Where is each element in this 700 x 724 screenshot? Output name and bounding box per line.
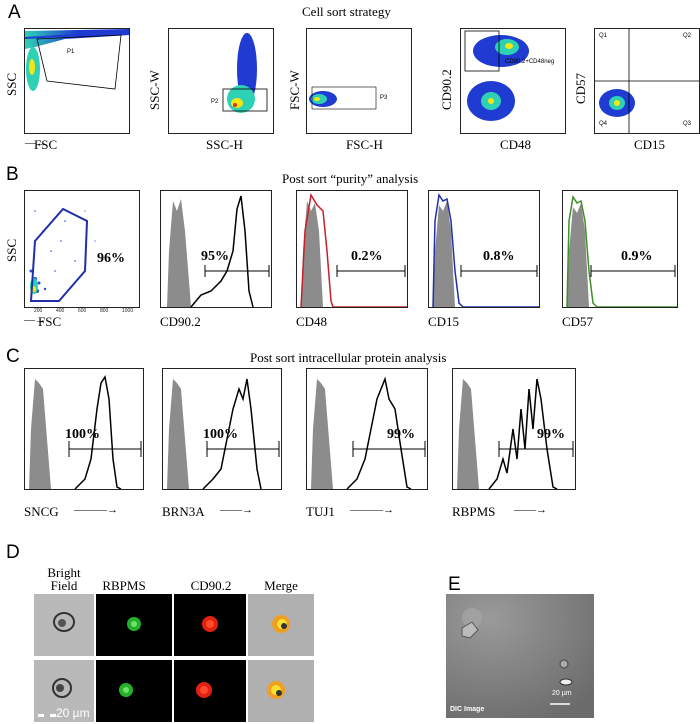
d-row2-cd902 bbox=[174, 660, 246, 722]
d-row1-rbpms bbox=[96, 594, 172, 656]
c2-x-arrow: ——→ bbox=[220, 504, 253, 516]
d-row1-cd902 bbox=[174, 594, 246, 656]
d-scalebar bbox=[38, 714, 56, 717]
b1-ylabel: SSC bbox=[4, 238, 19, 262]
d-col-brightfield: Bright Field bbox=[47, 565, 81, 593]
c4-histogram: 99% bbox=[452, 368, 576, 490]
d-row2-rbpms bbox=[96, 660, 172, 722]
a4-xlabel: CD48 bbox=[500, 137, 532, 152]
c4-x-arrow: ——→ bbox=[514, 504, 547, 516]
b3-histogram: 0.2% bbox=[296, 190, 408, 308]
a5-q2-label: Q2 bbox=[683, 33, 692, 39]
a1-ylabel: SSC bbox=[4, 72, 19, 96]
b2-histogram: 95% bbox=[160, 190, 272, 308]
b1-tick-3: 600 bbox=[78, 308, 87, 314]
a3-ylabel: FSC-W bbox=[287, 70, 302, 110]
b1-tick-5: 1000 bbox=[122, 308, 134, 314]
d-row1-brightfield bbox=[34, 594, 94, 656]
a2-ylabel: SSC-W bbox=[147, 70, 162, 110]
b2-xlabel: CD90.2 bbox=[160, 314, 201, 329]
e-scale-label: 20 µm bbox=[552, 690, 572, 697]
e-caption: DIC Image bbox=[450, 706, 485, 713]
a3-xlabel: FSC-H bbox=[346, 137, 383, 152]
panel-b-letter: B bbox=[6, 164, 19, 185]
e-dic-image: 20 µm DIC Image bbox=[446, 594, 594, 718]
a3-gate-label: P3 bbox=[380, 95, 388, 101]
a5-q3-label: Q3 bbox=[683, 121, 692, 127]
b5-percent: 0.9% bbox=[621, 249, 653, 264]
b1-scatter-plot: 96% bbox=[24, 190, 140, 308]
a5-xlabel: CD15 bbox=[634, 137, 666, 152]
d-row1-merge bbox=[248, 594, 314, 656]
c1-percent: 100% bbox=[65, 427, 100, 442]
b1-x-arrow: —→ bbox=[24, 314, 46, 326]
a1-scatter-plot: P1 bbox=[24, 28, 130, 134]
a5-ylabel: CD57 bbox=[573, 72, 588, 104]
d-col-merge: Merge bbox=[264, 578, 298, 593]
a5-q4-label: Q4 bbox=[599, 121, 608, 127]
panel-e-letter: E bbox=[448, 574, 461, 595]
c4-xlabel: RBPMS bbox=[452, 504, 496, 519]
a3-scatter-plot: P3 bbox=[306, 28, 412, 134]
d-row2-brightfield bbox=[34, 660, 94, 722]
a5-q1-label: Q1 bbox=[599, 33, 608, 39]
b2-hist-svg bbox=[167, 195, 270, 307]
a4-gate-label: CD90.2+CD48neg bbox=[505, 59, 555, 65]
panel-c-title: Post sort intracellular protein analysis bbox=[250, 350, 447, 365]
a4-scatter-plot: CD90.2+CD48neg bbox=[460, 28, 566, 134]
b1-xlabel: FSC bbox=[38, 314, 62, 329]
c1-histogram: 100% bbox=[24, 368, 144, 490]
c3-histogram: 99% bbox=[306, 368, 428, 490]
b4-xlabel: CD15 bbox=[428, 314, 460, 329]
c4-percent: 99% bbox=[537, 427, 565, 442]
c1-x-arrow: ———→ bbox=[74, 504, 118, 516]
b2-percent: 95% bbox=[201, 249, 229, 264]
b5-histogram: 0.9% bbox=[562, 190, 678, 308]
c3-xlabel: TUJ1 bbox=[306, 504, 335, 519]
b3-xlabel: CD48 bbox=[296, 314, 328, 329]
a2-xlabel: SSC-H bbox=[206, 137, 243, 152]
b3-percent: 0.2% bbox=[351, 249, 383, 264]
c2-xlabel: BRN3A bbox=[162, 504, 205, 519]
panel-a-title: Cell sort strategy bbox=[302, 4, 391, 19]
d-col-cd902: CD90.2 bbox=[190, 578, 232, 593]
a1-xlabel: FSC bbox=[34, 137, 58, 152]
panel-d-letter: D bbox=[6, 542, 20, 563]
b1-percent: 96% bbox=[97, 251, 125, 266]
b1-tick-1: 200 bbox=[34, 308, 43, 314]
a2-gate-label: P2 bbox=[211, 99, 219, 105]
panel-a-letter: A bbox=[8, 2, 21, 23]
b5-xlabel: CD57 bbox=[562, 314, 594, 329]
c3-x-arrow: ———→ bbox=[350, 504, 394, 516]
b4-histogram: 0.8% bbox=[428, 190, 540, 308]
a4-ylabel: CD90.2 bbox=[439, 69, 454, 110]
b4-percent: 0.8% bbox=[483, 249, 515, 264]
d-col-rbpms: RBPMS bbox=[102, 578, 146, 593]
c3-percent: 99% bbox=[387, 427, 415, 442]
a1-gate-label: P1 bbox=[67, 49, 75, 55]
b1-tick-2: 400 bbox=[56, 308, 65, 314]
a1-x-arrow: —→ bbox=[25, 137, 47, 149]
c1-xlabel: SNCG bbox=[24, 504, 59, 519]
b1-tick-4: 800 bbox=[100, 308, 109, 314]
panel-b-title: Post sort “purity” analysis bbox=[282, 171, 419, 186]
d-row2-merge bbox=[248, 660, 314, 722]
a2-scatter-plot: P2 bbox=[168, 28, 274, 134]
c2-histogram: 100% bbox=[162, 368, 282, 490]
c2-percent: 100% bbox=[203, 427, 238, 442]
d-scale-label: 20 µm bbox=[56, 706, 90, 720]
a5-scatter-plot: Q1 Q2 Q3 Q4 bbox=[594, 28, 700, 134]
panel-c-letter: C bbox=[6, 346, 20, 367]
